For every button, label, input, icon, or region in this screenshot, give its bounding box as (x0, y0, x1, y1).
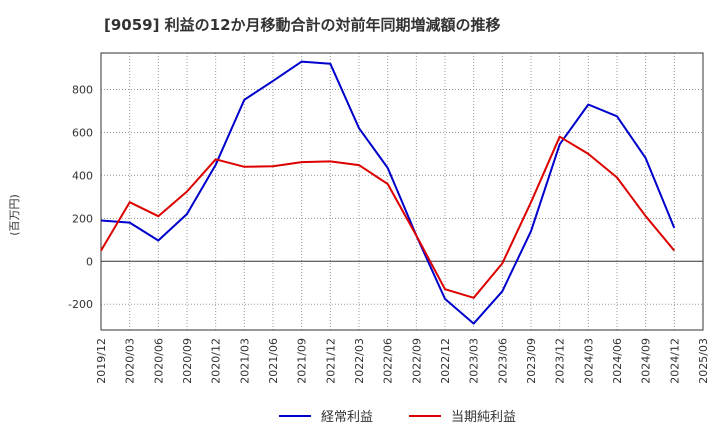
y-tick-label: 600 (72, 126, 93, 139)
y-tick-label: -200 (68, 298, 93, 311)
series-line-1 (100, 60, 676, 325)
grid-layer (101, 53, 703, 330)
x-tick-label: 2024/06 (611, 338, 624, 384)
y-tick-label: 200 (72, 212, 93, 225)
x-tick-label: 2021/06 (267, 338, 280, 384)
x-tick-label: 2023/06 (496, 338, 509, 384)
x-tick-label: 2023/12 (554, 338, 567, 384)
series-layer (100, 60, 676, 325)
y-tick-label: 800 (72, 84, 93, 97)
x-tick-label: 2020/09 (181, 338, 194, 384)
y-tick-layer: -200 0 200 400 600 800 (68, 84, 93, 312)
x-tick-label: 2020/06 (152, 338, 165, 384)
x-tick-label: 2021/03 (238, 338, 251, 384)
x-tick-label: 2024/12 (668, 338, 681, 384)
x-tick-label: 2021/09 (296, 338, 309, 384)
x-tick-label: 2022/03 (353, 338, 366, 384)
y-tick-label: 400 (72, 169, 93, 182)
x-tick-label: 2020/03 (124, 338, 137, 384)
x-tick-label: 2023/03 (468, 338, 481, 384)
x-tick-label: 2019/12 (95, 338, 108, 384)
plot-area-frame (100, 52, 704, 331)
x-tick-label: 2022/12 (439, 338, 452, 384)
legend-label-2: 当期純利益 (451, 410, 516, 425)
legend: 経常利益 当期純利益 (279, 410, 516, 425)
x-tick-label: 2024/03 (582, 338, 595, 384)
x-tick-label: 2020/12 (210, 338, 223, 384)
chart-title: [9059] 利益の12か月移動合計の対前年同期増減額の推移 (104, 16, 501, 34)
y-tick-label: 0 (86, 255, 93, 268)
x-tick-label: 2024/09 (640, 338, 653, 384)
x-tick-label: 2021/12 (324, 338, 337, 384)
x-tick-label: 2025/03 (697, 338, 710, 384)
x-tick-label: 2022/09 (410, 338, 423, 384)
legend-label-1: 経常利益 (321, 410, 373, 425)
series-line-2 (100, 135, 676, 299)
x-tick-label: 2023/09 (525, 338, 538, 384)
x-tick-layer: 2019/12 2020/03 2020/06 2020/09 2020/12 2021/… (95, 338, 710, 384)
x-tick-label: 2022/06 (382, 338, 395, 384)
